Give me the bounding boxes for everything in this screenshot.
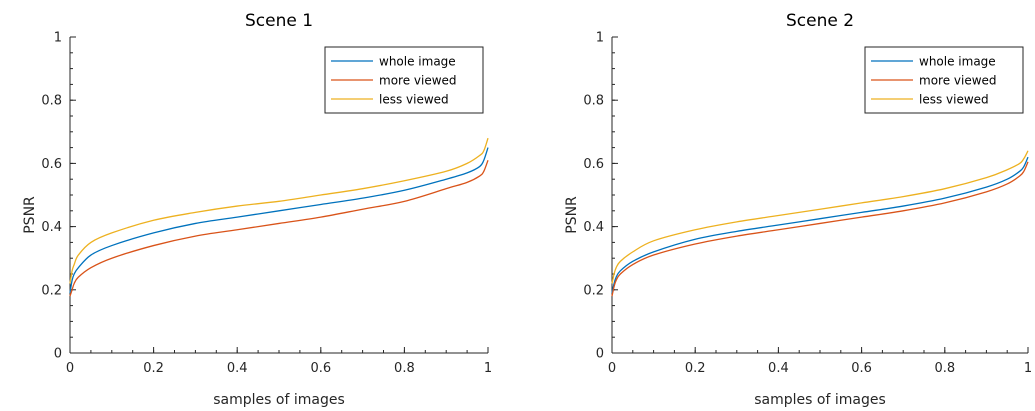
series-line-more-viewed (611, 161, 1029, 297)
x-tick-label: 1 (1024, 361, 1032, 376)
y-tick-label: 0 (54, 347, 62, 362)
x-tick-label: 0.4 (227, 361, 248, 376)
y-axis-label: PSNR (22, 196, 38, 234)
y-tick-label: 0 (596, 347, 604, 362)
y-tick-label: 0.4 (41, 220, 62, 235)
x-tick-label: 0 (66, 361, 74, 376)
x-tick-label: 0.8 (934, 361, 955, 376)
y-tick-label: 1 (54, 31, 62, 46)
x-tick-label: 0.2 (143, 361, 164, 376)
x-tick-label: 0.8 (394, 361, 415, 376)
x-tick-label: 0.4 (768, 361, 789, 376)
series-line-less-viewed (69, 137, 489, 284)
y-tick-label: 0.8 (41, 94, 62, 109)
y-tick-label: 0.2 (583, 283, 604, 298)
y-tick-label: 0.2 (41, 283, 62, 298)
legend-label: more viewed (919, 74, 997, 88)
legend-label: whole image (919, 55, 996, 69)
y-tick-label: 0.6 (41, 157, 62, 172)
series-line-more-viewed (69, 160, 489, 297)
x-tick-label: 1 (484, 361, 492, 376)
x-axis-label: samples of images (213, 392, 345, 408)
chart-panel-2: 0 0.2 0.4 0.6 0.8 1 0 0.2 0.4 0.6 0.8 1 Scene 2 sampl… (564, 11, 1032, 408)
legend-label: less viewed (919, 93, 989, 107)
series-line-whole-image (69, 147, 489, 294)
legend-label: more viewed (379, 74, 457, 88)
chart-title: Scene 2 (786, 11, 854, 31)
x-tick-label: 0.6 (851, 361, 872, 376)
legend: whole image more viewed less viewed (324, 46, 484, 114)
y-tick-label: 1 (596, 31, 604, 46)
y-tick-label: 0.8 (583, 94, 604, 109)
legend-label: whole image (379, 55, 456, 69)
y-tick-label: 0.6 (583, 157, 604, 172)
x-tick-label: 0.6 (310, 361, 331, 376)
series-line-whole-image (611, 156, 1029, 294)
y-axis-label: PSNR (564, 196, 580, 234)
legend: whole image more viewed less viewed (864, 46, 1024, 114)
y-tick-label: 0.4 (583, 220, 604, 235)
x-tick-label: 0 (608, 361, 616, 376)
legend-label: less viewed (379, 93, 449, 107)
x-axis-label: samples of images (754, 392, 886, 408)
chart-title: Scene 1 (245, 11, 313, 31)
x-tick-label: 0.2 (685, 361, 706, 376)
chart-panel-1: 0 0.2 0.4 0.6 0.8 1 0 0.2 0.4 0.6 0.8 1 Scene 1 sampl… (22, 11, 492, 408)
series-line-less-viewed (611, 150, 1029, 284)
